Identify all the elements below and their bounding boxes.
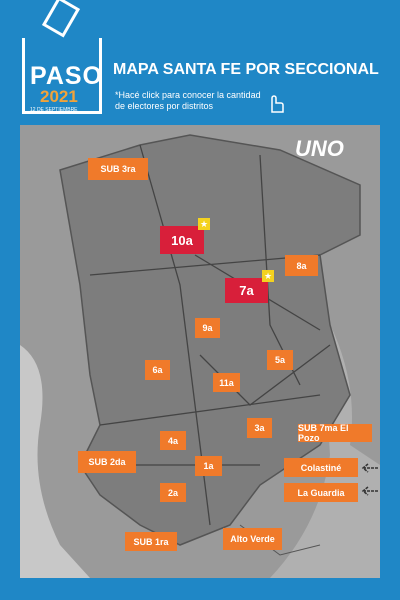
district-label[interactable]: 2a	[160, 483, 186, 502]
district-label[interactable]: Colastiné	[284, 458, 358, 477]
district-label[interactable]: Alto Verde	[223, 528, 282, 550]
district-label[interactable]: 9a	[195, 318, 220, 338]
district-label[interactable]: SUB 2da	[78, 451, 136, 473]
district-label[interactable]: 1a	[195, 456, 222, 476]
district-label[interactable]: 4a	[160, 431, 186, 450]
district-label[interactable]: La Guardia	[284, 483, 358, 502]
arrows	[361, 463, 378, 496]
logo-year: 2021	[40, 87, 78, 106]
district-label[interactable]: SUB 7ma El Pozo	[298, 423, 372, 443]
district-label[interactable]: 6a	[145, 360, 170, 380]
brand: UNO	[295, 136, 344, 161]
star-badge: ★	[198, 218, 210, 230]
district-label[interactable]: 10a	[160, 226, 204, 254]
district-label[interactable]: 3a	[247, 418, 272, 438]
logo-date: 12 DE SEPTIEMBRE	[30, 107, 78, 113]
district-label[interactable]: 7a	[225, 278, 268, 303]
district-label[interactable]: 8a	[285, 255, 318, 276]
district-label[interactable]: SUB 3ra	[88, 158, 148, 180]
click-icon	[271, 95, 284, 113]
district-label[interactable]: 11a	[213, 373, 240, 392]
district-label[interactable]: 5a	[267, 350, 293, 370]
subtitle: *Hacé click para conocer la cantidad de …	[115, 90, 261, 111]
title: MAPA SANTA FE POR SECCIONAL	[113, 61, 379, 78]
ballot-box	[22, 38, 102, 114]
logo-title: PASO	[30, 62, 103, 90]
district-label[interactable]: SUB 1ra	[125, 532, 177, 551]
ballot-icon	[41, 0, 81, 38]
map	[20, 125, 380, 578]
star-badge: ★	[262, 270, 274, 282]
